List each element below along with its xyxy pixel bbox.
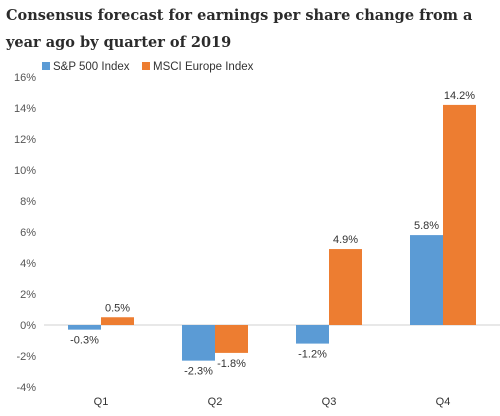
data-label-msci-europe-q2: -1.8%	[217, 358, 246, 370]
y-tick-label: 10%	[14, 165, 36, 177]
x-tick-label-q3: Q3	[322, 396, 337, 408]
data-label-msci-europe-q4: 14.2%	[444, 90, 475, 102]
y-tick-label: 4%	[20, 258, 36, 270]
x-tick-label-q2: Q2	[208, 396, 223, 408]
data-label-msci-europe-q3: 4.9%	[333, 234, 358, 246]
bar-msci-europe-q1	[101, 317, 134, 325]
y-tick-label: 8%	[20, 196, 36, 208]
x-tick-label-q4: Q4	[436, 396, 451, 408]
bar-sp500-q3	[296, 325, 329, 344]
y-tick-label: 0%	[20, 320, 36, 332]
chart-title: Consensus forecast for earnings per shar…	[6, 7, 473, 51]
bar-sp500-q1	[68, 325, 101, 330]
bar-sp500-q2	[182, 325, 215, 361]
bar-msci-europe-q4	[443, 104, 476, 326]
y-tick-label: -2%	[16, 351, 36, 363]
bar-msci-europe-q2	[215, 325, 248, 353]
bar-msci-europe-q3	[329, 249, 362, 325]
legend-label-msci-europe: MSCI Europe Index	[153, 61, 254, 73]
data-label-sp500-q1: -0.3%	[70, 335, 99, 347]
data-label-sp500-q4: 5.8%	[414, 220, 439, 232]
y-tick-label: 12%	[14, 134, 36, 146]
legend-swatch-sp500	[42, 62, 50, 70]
y-tick-label: 16%	[14, 72, 36, 84]
y-tick-label: 14%	[14, 103, 36, 115]
data-label-sp500-q3: -1.2%	[298, 349, 327, 361]
x-tick-label-q1: Q1	[94, 396, 109, 408]
y-tick-label: -4%	[16, 382, 36, 394]
y-tick-label: 2%	[20, 289, 36, 301]
legend-swatch-msci-europe	[142, 62, 150, 70]
legend-label-sp500: S&P 500 Index	[53, 61, 130, 73]
y-tick-label: 6%	[20, 227, 36, 239]
data-label-msci-europe-q1: 0.5%	[105, 302, 130, 314]
data-label-sp500-q2: -2.3%	[184, 366, 213, 378]
bar-sp500-q4	[410, 235, 443, 325]
